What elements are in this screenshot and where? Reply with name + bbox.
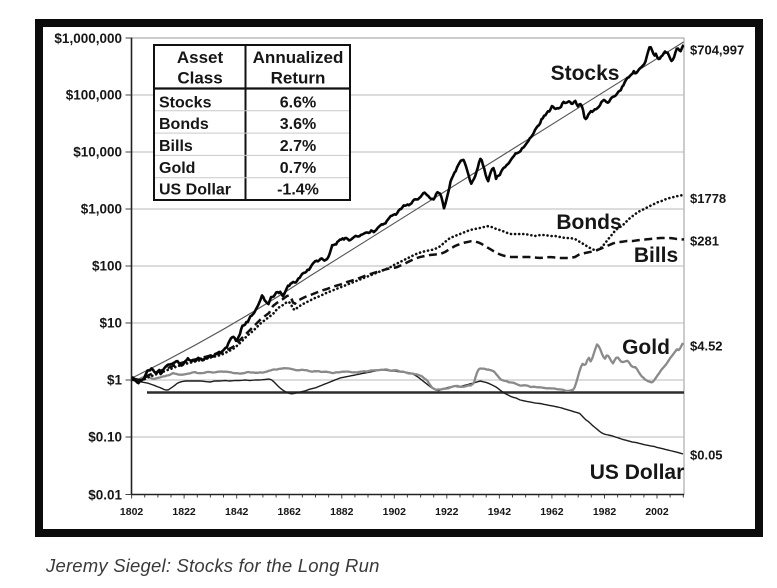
svg-text:$1: $1 bbox=[107, 373, 123, 388]
svg-text:1962: 1962 bbox=[540, 506, 564, 518]
svg-text:US Dollar: US Dollar bbox=[159, 182, 231, 199]
svg-text:1862: 1862 bbox=[278, 506, 302, 518]
svg-text:Bills: Bills bbox=[159, 138, 193, 155]
svg-text:$10,000: $10,000 bbox=[73, 145, 122, 160]
svg-text:Return: Return bbox=[271, 69, 326, 88]
svg-text:US Dollar: US Dollar bbox=[590, 461, 685, 484]
svg-text:3.6%: 3.6% bbox=[280, 116, 316, 133]
svg-text:1802: 1802 bbox=[120, 506, 144, 518]
svg-text:$0.05: $0.05 bbox=[690, 448, 723, 463]
svg-text:1842: 1842 bbox=[225, 506, 249, 518]
svg-text:Gold: Gold bbox=[159, 160, 195, 177]
svg-text:6.6%: 6.6% bbox=[280, 95, 316, 112]
svg-text:Stocks: Stocks bbox=[159, 95, 212, 112]
svg-text:$0.10: $0.10 bbox=[88, 430, 122, 445]
svg-text:$281: $281 bbox=[690, 234, 719, 249]
svg-text:Gold: Gold bbox=[622, 336, 670, 359]
svg-text:$4.52: $4.52 bbox=[690, 339, 723, 354]
svg-text:0.7%: 0.7% bbox=[280, 160, 316, 177]
svg-text:Bonds: Bonds bbox=[556, 211, 621, 234]
svg-text:$1,000: $1,000 bbox=[81, 202, 122, 217]
svg-text:$1,000,000: $1,000,000 bbox=[54, 31, 122, 46]
svg-text:1882: 1882 bbox=[330, 506, 354, 518]
svg-text:Bonds: Bonds bbox=[159, 116, 209, 133]
svg-text:$100,000: $100,000 bbox=[66, 88, 122, 103]
svg-text:Bills: Bills bbox=[634, 244, 678, 267]
svg-text:$100: $100 bbox=[92, 259, 122, 274]
svg-text:1902: 1902 bbox=[383, 506, 407, 518]
svg-text:1982: 1982 bbox=[593, 506, 617, 518]
svg-text:Annualized: Annualized bbox=[253, 48, 344, 67]
svg-text:$704,997: $704,997 bbox=[690, 43, 744, 58]
svg-text:2.7%: 2.7% bbox=[280, 138, 316, 155]
svg-text:Asset: Asset bbox=[177, 48, 224, 67]
svg-text:Class: Class bbox=[177, 69, 222, 88]
svg-text:$0.01: $0.01 bbox=[88, 488, 122, 503]
svg-text:1942: 1942 bbox=[488, 506, 512, 518]
svg-text:1922: 1922 bbox=[435, 506, 459, 518]
svg-text:$1778: $1778 bbox=[690, 191, 726, 206]
svg-text:Stocks: Stocks bbox=[551, 62, 620, 85]
svg-text:$10: $10 bbox=[99, 316, 122, 331]
svg-text:2002: 2002 bbox=[645, 506, 669, 518]
svg-text:-1.4%: -1.4% bbox=[277, 182, 319, 199]
svg-text:1822: 1822 bbox=[172, 506, 196, 518]
